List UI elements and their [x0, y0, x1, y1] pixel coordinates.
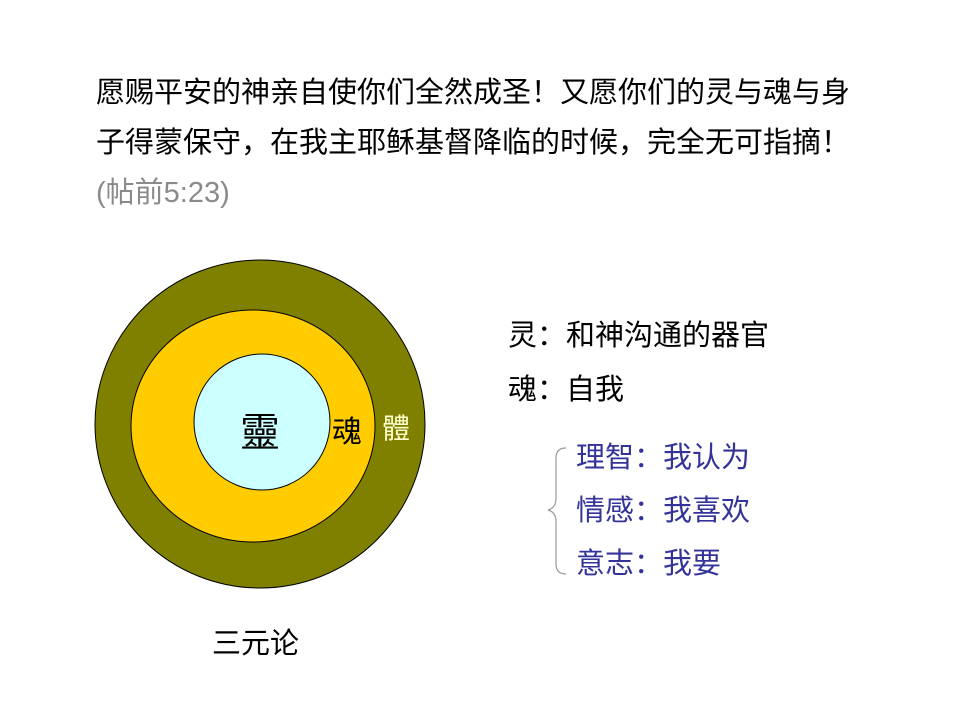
diagram-caption: 三元论 [212, 628, 300, 660]
spirit-label: 靈 [240, 411, 280, 455]
soul-label: 魂 [332, 416, 362, 449]
body-label: 體 [382, 413, 411, 444]
definition-spirit: 灵：和神沟通的器官 [508, 320, 770, 352]
brace [547, 447, 567, 575]
soul-part-will: 意志：我要 [576, 548, 722, 580]
soul-part-emotion: 情感：我喜欢 [576, 495, 751, 527]
verse-body: 愿赐平安的神亲自使你们全然成圣！又愿你们的灵与魂与身子得蒙保守，在我主耶稣基督降… [96, 77, 851, 159]
spirit-circle [193, 353, 331, 491]
definition-soul: 魂：自我 [508, 374, 625, 406]
verse-reference: (帖前5:23) [96, 177, 230, 209]
soul-part-mind: 理智：我认为 [576, 442, 751, 474]
verse-text: 愿赐平安的神亲自使你们全然成圣！又愿你们的灵与魂与身子得蒙保守，在我主耶稣基督降… [96, 68, 876, 218]
